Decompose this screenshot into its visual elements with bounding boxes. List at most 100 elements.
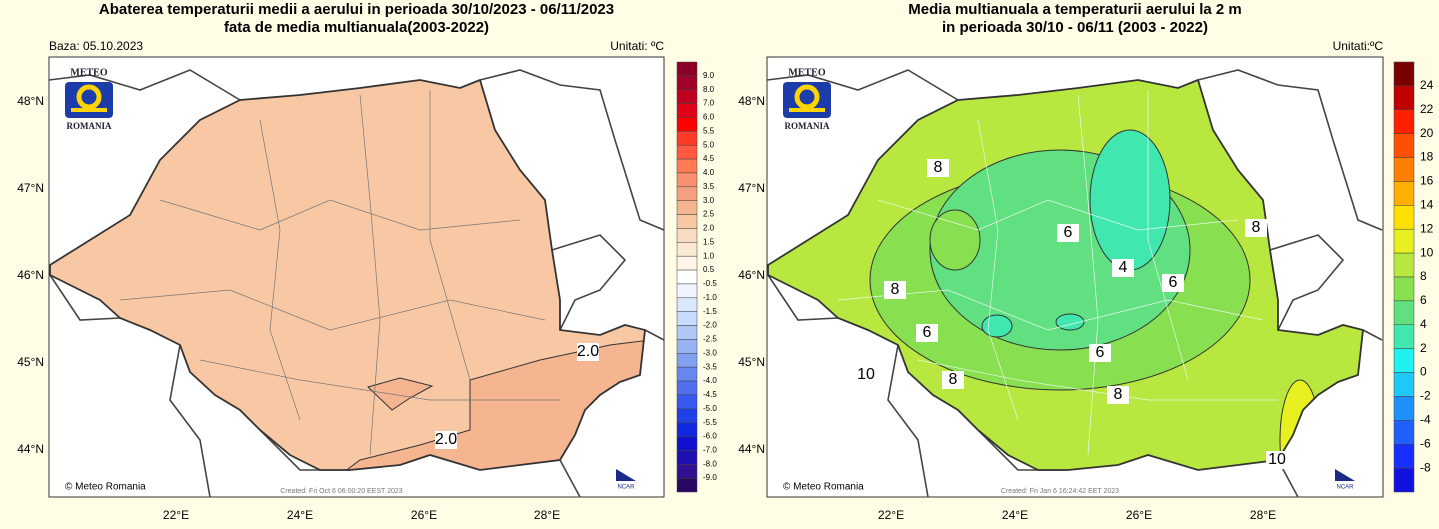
colorbar-box	[676, 297, 698, 312]
colorbar-label: 4.5	[703, 154, 715, 163]
colorbar-box	[1393, 109, 1415, 134]
colorbar-label: 24	[1420, 78, 1434, 92]
colorbar-box	[676, 436, 698, 451]
region-fill	[1089, 129, 1171, 271]
lat-label: 44°N	[17, 442, 44, 456]
colorbar-label: 3.5	[703, 182, 715, 191]
colorbar-box	[676, 117, 698, 132]
ncar-text: NCAR	[1336, 485, 1354, 491]
colorbar-label: -0.5	[703, 279, 717, 288]
contour-label: 8	[1114, 386, 1123, 403]
contour-label: 10	[1268, 451, 1286, 468]
contour-label: 4	[1119, 259, 1128, 276]
lon-label: 22°E	[878, 508, 904, 522]
country-border	[767, 78, 1364, 471]
colorbar-box	[1393, 396, 1415, 421]
colorbar-label: 5.5	[703, 126, 715, 135]
colorbar-box	[676, 394, 698, 410]
colorbar-box	[676, 131, 698, 146]
colorbar-label: 3.0	[703, 196, 715, 205]
ncar-logo	[616, 469, 636, 481]
created: Created: Fri Jan 6 16:24:42 EET 2023	[1001, 488, 1119, 495]
lat-label: 46°N	[738, 268, 765, 282]
colorbar-box	[1393, 85, 1415, 111]
colorbar-box	[1393, 133, 1415, 158]
colorbar-box	[1393, 420, 1415, 445]
logo-mark	[789, 108, 825, 112]
county-lines	[837, 90, 1278, 456]
colorbar-box	[676, 214, 698, 229]
county-lines	[119, 90, 560, 456]
colorbar-box	[676, 269, 698, 285]
colorbar-box	[1393, 61, 1415, 87]
colorbar-box	[676, 75, 698, 90]
colorbar-label: -4.5	[703, 390, 717, 399]
colorbar-box	[676, 255, 698, 271]
lon-label: 28°E	[1250, 508, 1276, 522]
colorbar-label: 20	[1420, 126, 1434, 140]
base-date: Baza: 05.10.2023	[49, 39, 143, 53]
colorbar-box	[676, 283, 698, 299]
colorbar-box	[676, 61, 698, 77]
colorbar-label: -2.5	[703, 335, 717, 344]
colorbar-label: -2.0	[703, 321, 717, 330]
colorbar-box	[1393, 157, 1415, 182]
colorbar-label: 2	[1420, 341, 1427, 355]
colorbar-box	[676, 408, 698, 423]
lon-label: 28°E	[534, 508, 560, 522]
colorbar-box	[676, 242, 698, 257]
colorbar-label: 5.0	[703, 140, 715, 149]
contour-label-box	[1266, 451, 1288, 469]
colorbar-label: 7.0	[703, 99, 715, 108]
contour-label-box	[435, 431, 457, 449]
colorbar-box	[676, 186, 698, 201]
colorbar-box	[1393, 276, 1415, 302]
contour-label-box	[577, 343, 599, 361]
colorbar-box	[1393, 348, 1415, 373]
colorbar-label: -6	[1420, 436, 1431, 450]
colorbar-box	[676, 464, 698, 479]
colorbar-box	[676, 353, 698, 368]
lon-label: 22°E	[163, 508, 189, 522]
contour-label-box	[855, 366, 877, 384]
credit: © Meteo Romania	[65, 482, 146, 493]
lon-label: 24°E	[287, 508, 313, 522]
panel-title: in perioada 30/10 - 06/11 (2003 - 2022)	[942, 19, 1208, 36]
colorbar-label: -1.5	[703, 307, 717, 316]
colorbar-label: 4.0	[703, 168, 715, 177]
colorbar-label: -9.0	[703, 473, 717, 482]
contour-label: 6	[1169, 274, 1178, 291]
contour-label: 8	[934, 159, 943, 176]
created: Created: Fri Oct 6 06:00:20 EEST 2023	[280, 488, 403, 495]
units: Unitati:ºC	[1333, 39, 1384, 53]
contour-label: 2.0	[435, 431, 457, 448]
colorbar-box	[676, 450, 698, 465]
neighbor-border	[48, 69, 665, 498]
colorbar-box	[1393, 300, 1415, 326]
colorbar-box	[676, 228, 698, 243]
contour-label: 8	[891, 281, 900, 298]
colorbar-box	[676, 158, 698, 174]
colorbar-label: 14	[1420, 198, 1434, 212]
contour-label: 8	[949, 371, 958, 388]
colorbar-label: 12	[1420, 221, 1434, 235]
colorbar-label: 16	[1420, 174, 1434, 188]
colorbar-box	[1393, 467, 1415, 493]
lon-label: 26°E	[1126, 508, 1152, 522]
colorbar-label: 2.5	[703, 210, 715, 219]
colorbar-label: -8.0	[703, 459, 717, 468]
logo-mark	[76, 84, 102, 110]
colorbar-box	[676, 89, 698, 104]
logo-text: ROMANIA	[67, 121, 112, 131]
neighbor-border	[766, 69, 1383, 498]
colorbar-box	[676, 103, 698, 118]
contour-label-box	[942, 371, 964, 389]
colorbar-box	[1393, 205, 1415, 230]
units: Unitati: ºC	[610, 39, 664, 53]
colorbar-box	[676, 172, 698, 188]
region-fill	[929, 209, 981, 271]
lon-label: 24°E	[1002, 508, 1028, 522]
colorbar-label: 9.0	[703, 71, 715, 80]
region-fill	[367, 377, 434, 411]
